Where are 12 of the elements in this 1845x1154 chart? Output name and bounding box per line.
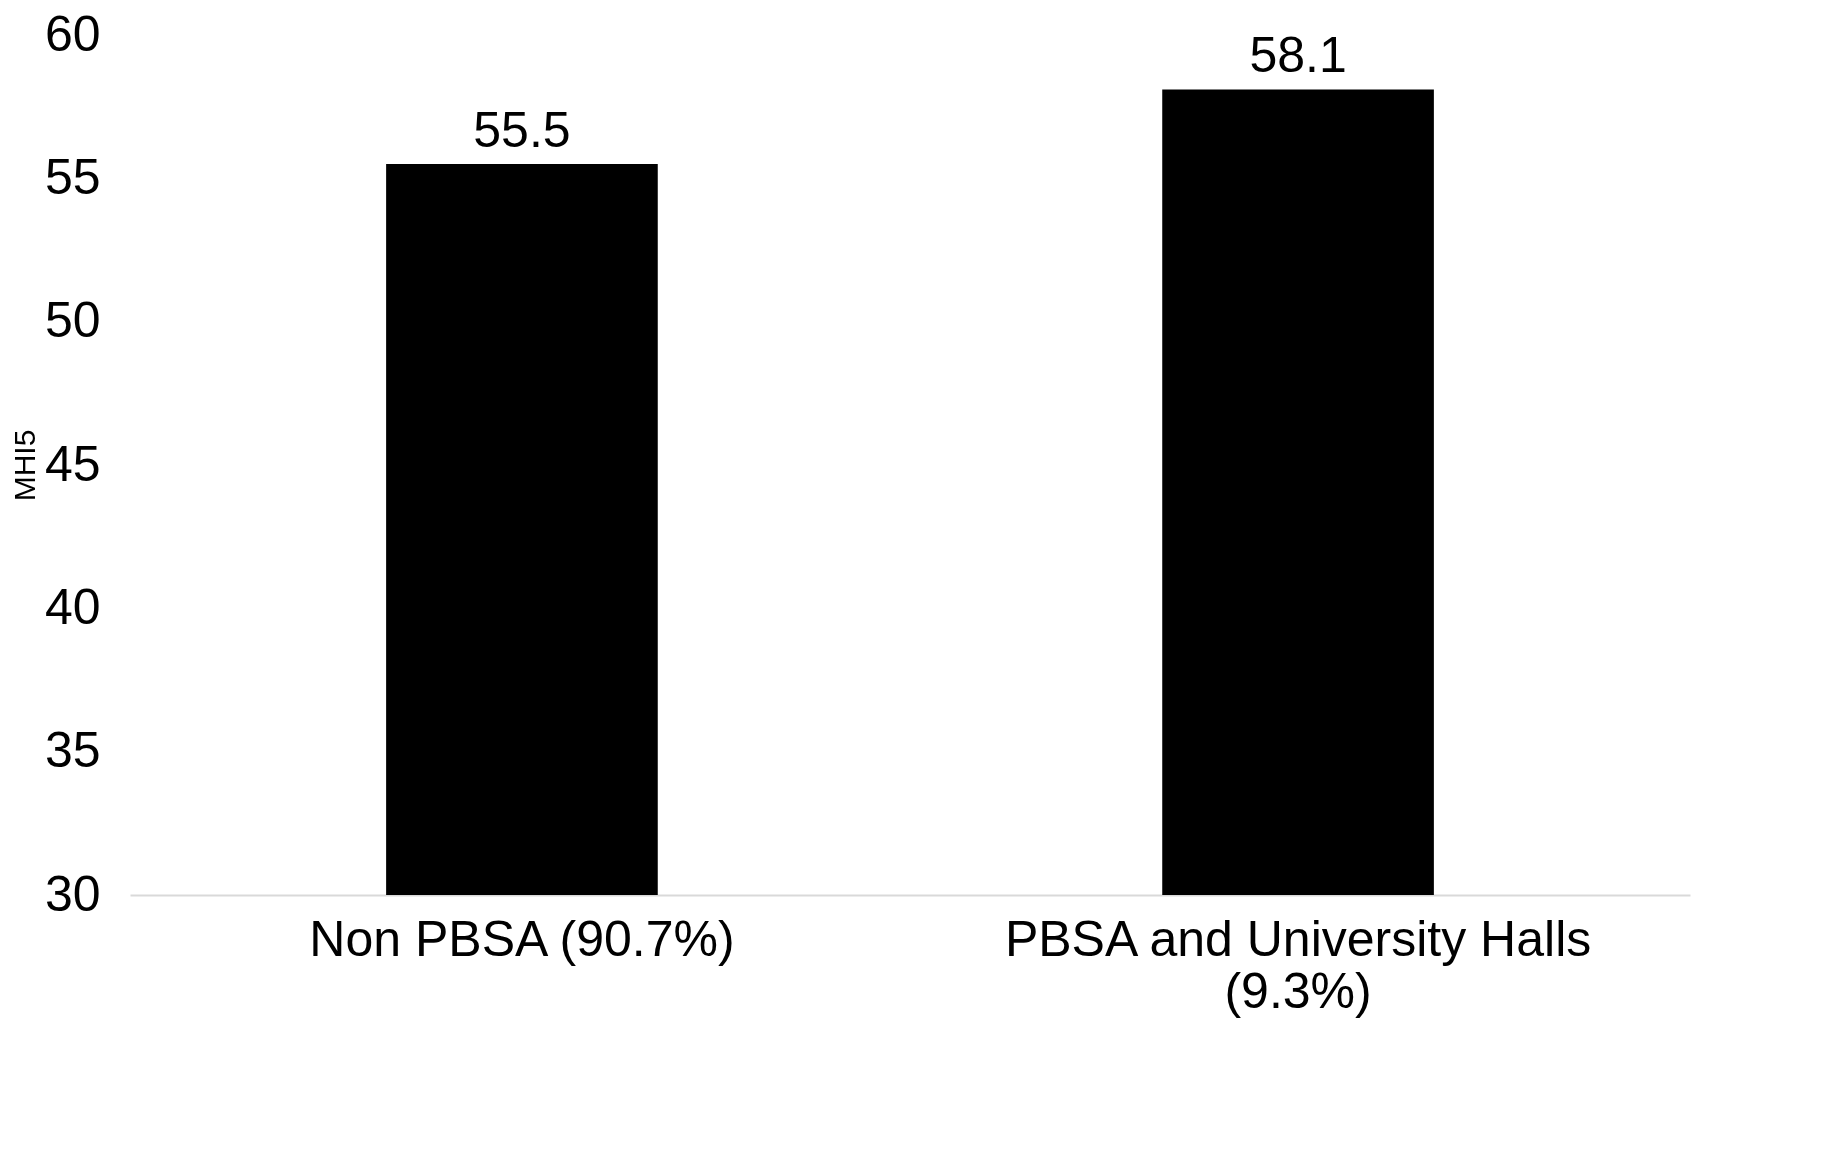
y-tick-label: 45: [44, 435, 101, 492]
x-tick-label: Non PBSA (90.7%): [309, 910, 735, 967]
x-tick-label: PBSA and University Halls (9.3%): [1004, 910, 1592, 1019]
y-tick-label: 30: [44, 865, 101, 922]
data-label: 55.5: [473, 102, 571, 158]
y-tick-label: 55: [44, 148, 101, 205]
y-tick-label: 40: [44, 578, 101, 635]
y-axis-title: MHI5: [7, 429, 41, 502]
y-tick-label: 50: [44, 292, 101, 349]
y-tick-label: 60: [44, 5, 101, 62]
y-tick-label: 35: [44, 722, 101, 779]
data-label: 58.1: [1249, 27, 1347, 84]
